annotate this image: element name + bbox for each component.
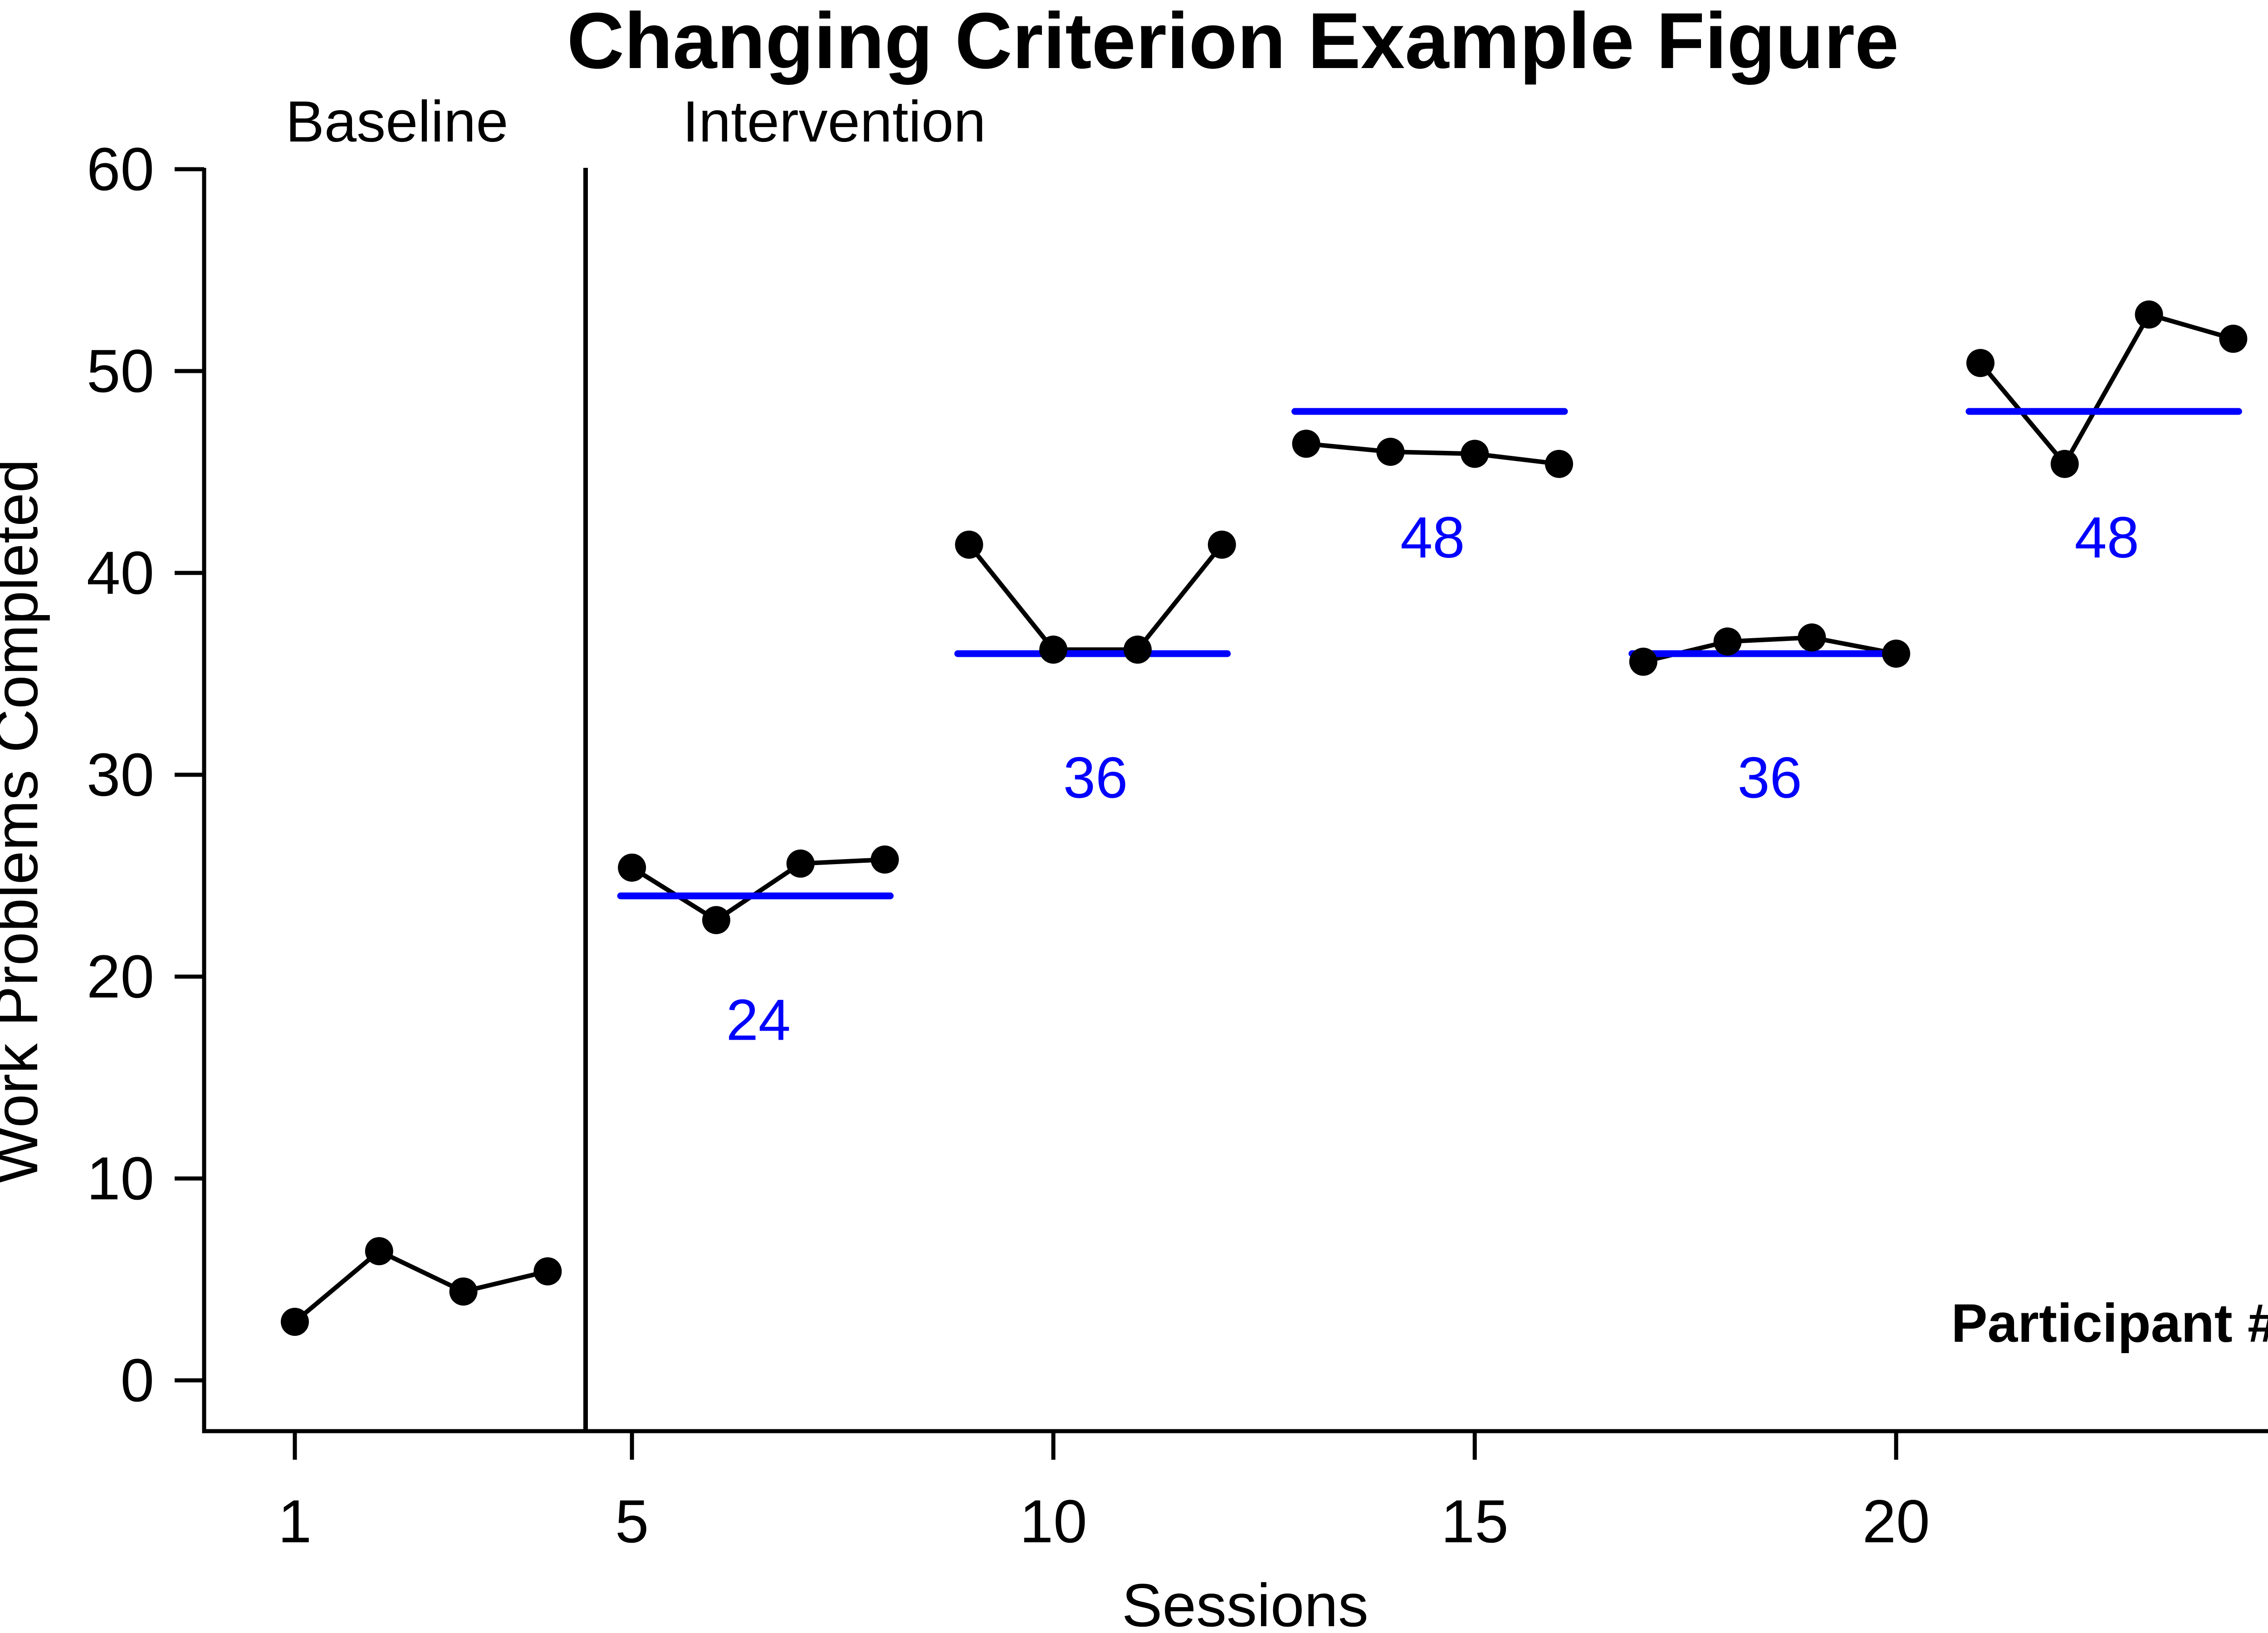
- data-point: [365, 1237, 393, 1266]
- data-point: [281, 1307, 309, 1336]
- y-axis-title: Work Problems Completed: [0, 459, 50, 1184]
- data-point: [1629, 647, 1657, 676]
- intervention-phase-label: Intervention: [683, 89, 986, 154]
- data-series-line: [1979, 312, 2234, 468]
- y-tick-label: 20: [87, 943, 154, 1011]
- criterion-label: 48: [1400, 505, 1465, 570]
- data-point: [1207, 530, 1236, 559]
- x-tick-label: 20: [1862, 1488, 1930, 1555]
- x-axis-title: Sessions: [1122, 1572, 1369, 1633]
- data-point: [1376, 438, 1405, 466]
- data-point: [955, 530, 983, 559]
- data-point: [1713, 627, 1742, 656]
- y-tick-label: 60: [87, 136, 154, 203]
- data-point: [449, 1277, 478, 1306]
- criterion-label: 36: [1063, 745, 1128, 810]
- data-point: [1292, 430, 1320, 458]
- criterion-label: 48: [2075, 505, 2139, 570]
- data-point: [870, 845, 899, 874]
- x-tick-label: 1: [278, 1488, 312, 1555]
- data-point: [533, 1257, 562, 1286]
- x-tick-label: 10: [1020, 1488, 1087, 1555]
- y-tick-label: 10: [87, 1145, 154, 1213]
- chart-title: Changing Criterion Example Figure: [567, 0, 1899, 85]
- data-point: [2219, 324, 2248, 353]
- y-tick-label: 0: [120, 1347, 154, 1414]
- data-series-line: [631, 857, 885, 923]
- data-series-line: [1642, 635, 1897, 664]
- x-tick-label: 5: [615, 1488, 649, 1555]
- criterion-label: 24: [726, 988, 791, 1052]
- axis-lines: [202, 168, 2268, 1433]
- data-point: [1039, 636, 1068, 664]
- data-point: [702, 906, 730, 934]
- data-point: [1882, 640, 1911, 668]
- data-point: [1798, 623, 1826, 652]
- data-point: [1124, 636, 1152, 664]
- x-tick-label: 15: [1441, 1488, 1509, 1555]
- y-tick-label: 50: [87, 337, 154, 405]
- criterion-label: 36: [1737, 745, 1802, 810]
- data-series-line: [293, 1248, 548, 1324]
- data-point: [618, 853, 646, 882]
- data-series-line: [967, 543, 1224, 652]
- y-tick-label: 40: [87, 539, 154, 607]
- baseline-phase-label: Baseline: [286, 89, 508, 154]
- data-point: [1461, 440, 1489, 468]
- data-point: [2050, 450, 2079, 478]
- data-point: [1545, 450, 1573, 478]
- data-point: [786, 849, 815, 878]
- data-point: [1966, 349, 1994, 377]
- y-tick-label: 30: [87, 741, 154, 809]
- plot-area: 010203040506015101520252436483648: [87, 136, 2268, 1555]
- data-point: [2135, 300, 2163, 329]
- data-series-line: [1306, 441, 1559, 466]
- participant-label: Participant #1: [1951, 1293, 2268, 1354]
